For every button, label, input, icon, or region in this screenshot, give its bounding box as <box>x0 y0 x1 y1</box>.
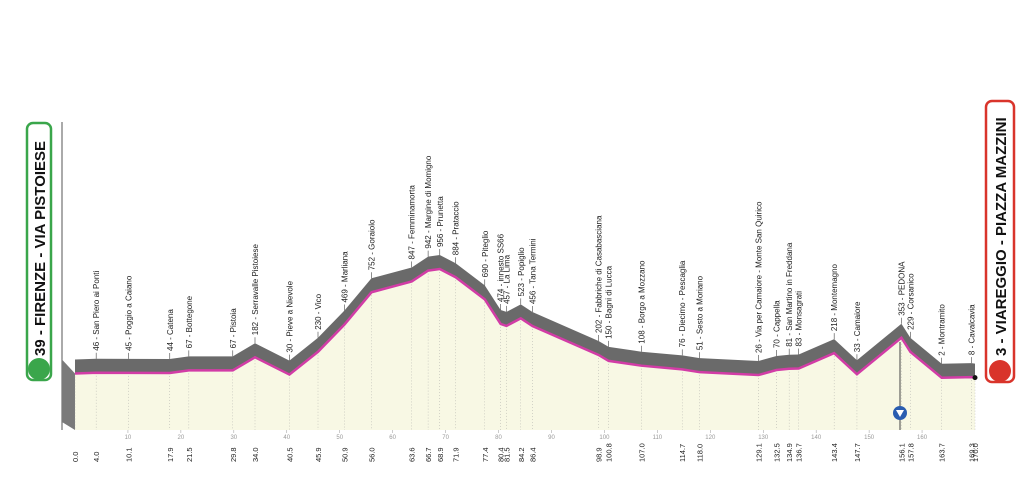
relief-band <box>75 255 975 378</box>
waypoint-label: 33 - Camaiore <box>853 301 862 352</box>
waypoint-label: 752 - Goraiolo <box>367 219 376 270</box>
waypoint-label: 45 - Poggio a Caiano <box>124 275 133 351</box>
finish-dot <box>972 375 978 381</box>
waypoint-label: 942 - Margine di Momigno <box>424 155 433 248</box>
km-label: 77.4 <box>481 447 490 462</box>
x-tick-label: 110 <box>653 435 663 441</box>
waypoint-label: 523 - Popiglio <box>517 247 526 296</box>
waypoint-label: 44 - Catena <box>166 309 175 351</box>
waypoint-label: 847 - Femminamorta <box>408 185 417 260</box>
waypoint-label: 690 - Piteglio <box>481 230 490 277</box>
start-label: 39 - FIRENZE - VIA PISTOIESE <box>32 141 49 356</box>
km-label: 114.7 <box>678 444 687 462</box>
x-tick-label: 150 <box>864 435 875 441</box>
waypoint-label: 76 - Diecimo - Pescaglia <box>678 260 687 347</box>
waypoint-label: 218 - Montemagno <box>830 263 839 331</box>
waypoint-label: 202 - Fabbriche di Casabasciana <box>595 215 604 333</box>
waypoint-label: 229 - Corsanico <box>906 273 915 330</box>
km-label: 4.0 <box>92 452 101 462</box>
waypoint-label: 83 - Monsagrati <box>795 291 804 347</box>
x-tick-label: 60 <box>389 435 396 441</box>
waypoint-label: 30 - Pieve a Nievole <box>285 280 294 352</box>
km-label: 143.4 <box>830 443 839 462</box>
x-tick-label: 130 <box>758 435 769 441</box>
start-icon <box>28 358 50 380</box>
x-tick-label: 80 <box>495 435 502 441</box>
waypoint-label: 108 - Borgo a Mozzano <box>637 260 646 344</box>
km-label: 132.5 <box>772 443 781 462</box>
km-label: 45.9 <box>314 447 323 462</box>
km-label: 81.5 <box>502 447 511 462</box>
waypoint-label: 956 - Prunetta <box>436 196 445 247</box>
waypoint-label: 26 - Via per Camaiore - Monte San Quiric… <box>754 201 763 353</box>
km-label: 34.0 <box>251 447 260 462</box>
x-tick-label: 120 <box>705 435 716 441</box>
km-label: 134.9 <box>785 443 794 462</box>
waypoint-label: 81 - San Martino in Freddana <box>785 242 794 347</box>
x-tick-label: 30 <box>230 435 237 441</box>
waypoint-label: 457 - La Lima <box>502 254 511 303</box>
waypoint-label: 67 - Bottegone <box>185 295 194 348</box>
waypoint-label: 46 - San Piero ai Ponti <box>92 270 101 350</box>
waypoint-label: 230 - Vico <box>314 293 323 329</box>
x-tick-label: 100 <box>599 435 610 441</box>
x-tick-label: 70 <box>442 435 449 441</box>
x-tick-label: 160 <box>917 435 928 441</box>
x-tick-label: 90 <box>548 435 555 441</box>
x-tick-label: 20 <box>178 435 185 441</box>
km-label: 63.6 <box>408 447 417 462</box>
km-label: 118.0 <box>696 444 705 462</box>
finish-label: 3 - VIAREGGIO - PIAZZA MAZZINI <box>993 117 1010 356</box>
sprint-arrow <box>896 410 904 417</box>
profile-line <box>74 267 976 380</box>
km-label: 147.7 <box>853 443 862 462</box>
x-tick-label: 140 <box>811 435 822 441</box>
km-label: 157.8 <box>906 443 915 462</box>
km-label: 163.7 <box>938 443 947 462</box>
waypoint-label: 456 - Tana Termini <box>528 238 537 304</box>
km-label: 107.0 <box>637 443 646 462</box>
km-label: 86.4 <box>528 447 537 462</box>
km-label: 29.8 <box>229 447 238 462</box>
x-tick-label: 10 <box>125 435 132 441</box>
waypoint-label: 67 - Pistoia <box>229 308 238 349</box>
km-label: 136.7 <box>795 443 804 462</box>
km-label: 0.0 <box>71 452 80 462</box>
km-label: 10.1 <box>124 447 133 462</box>
km-label: 71.9 <box>452 447 461 462</box>
waypoint-label: 474 - innesto SS66 <box>497 233 506 302</box>
km-label: 50.9 <box>340 447 349 462</box>
km-label: 169.3 <box>967 443 976 462</box>
km-label: 80.4 <box>497 447 506 462</box>
waypoint-label: 182 - Serravalle Pistoiese <box>251 244 260 336</box>
waypoint-label: 884 - Prataccio <box>452 201 461 255</box>
finish-icon <box>989 360 1011 382</box>
km-label: 100.8 <box>605 443 614 462</box>
km-label: 66.7 <box>424 447 433 462</box>
waypoint-label: 353 - PEDONA <box>897 261 906 316</box>
x-tick-label: 40 <box>283 435 290 441</box>
km-label: 170.0 <box>971 443 980 462</box>
waypoint-label: 2 - Montramito <box>938 304 947 356</box>
km-label: 56.0 <box>367 447 376 462</box>
km-label: 156.1 <box>897 443 906 462</box>
waypoint-label: 8 - Cavalcavia <box>967 304 976 355</box>
x-tick-label: 50 <box>336 435 343 441</box>
waypoint-label: 469 - Marliana <box>340 251 349 303</box>
km-label: 68.9 <box>436 447 445 462</box>
waypoint-label: 70 - Cappella <box>772 300 781 348</box>
km-label: 84.2 <box>517 447 526 462</box>
waypoint-label: 150 - Bagni di Lucca <box>605 265 614 338</box>
waypoint-label: 51 - Sesto a Moriano <box>696 275 705 350</box>
km-label: 17.9 <box>166 447 175 462</box>
ground-fill <box>75 269 975 430</box>
km-label: 98.9 <box>595 447 604 462</box>
km-label: 40.5 <box>285 447 294 462</box>
km-label: 129.1 <box>754 443 763 462</box>
start-side <box>62 359 75 430</box>
km-label: 21.5 <box>185 447 194 462</box>
